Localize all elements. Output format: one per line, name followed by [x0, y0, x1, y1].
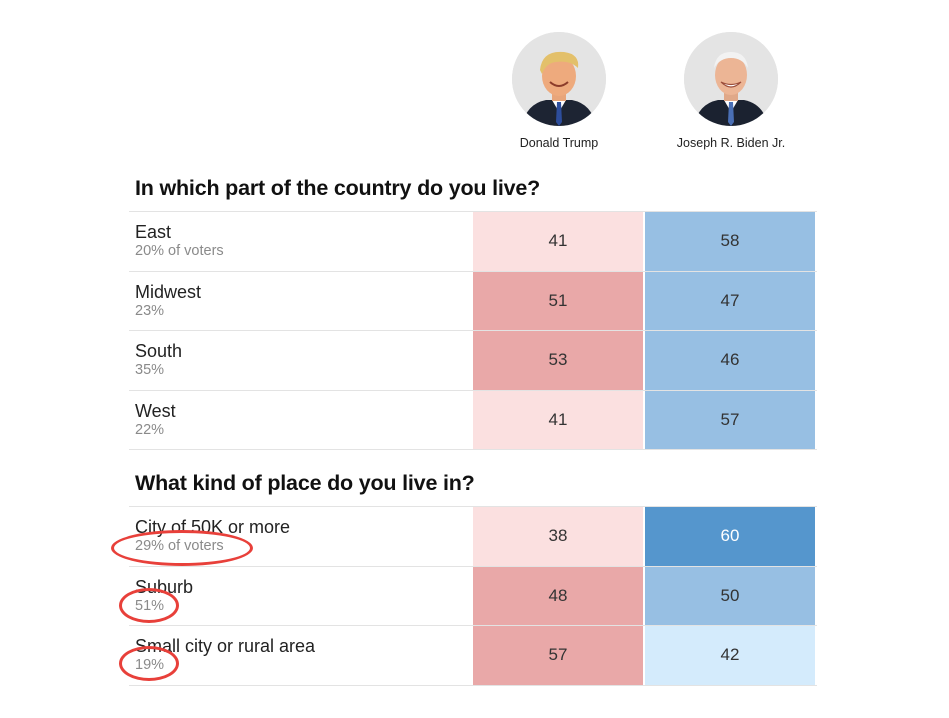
row-label: Small city or rural area 19%	[135, 636, 315, 674]
cell-biden-value: 42	[645, 626, 815, 685]
cell-trump-value: 48	[473, 566, 643, 625]
cell-trump-value: 51	[473, 271, 643, 330]
row-label-main: City of 50K or more	[135, 517, 291, 537]
candidate-header-biden: Joseph R. Biden Jr.	[645, 32, 817, 150]
row-label: South 35%	[135, 341, 182, 379]
row-label-main: South	[135, 341, 183, 361]
row-voter-share: 19%	[135, 657, 165, 673]
row-voter-share: 35%	[135, 362, 165, 378]
candidate-header-trump: Donald Trump	[473, 32, 645, 150]
table-row: West 22% 41 57	[129, 389, 817, 450]
table-row: City of 50K or more 29% of voters 38 60	[129, 506, 817, 566]
cell-trump-value: 57	[473, 626, 643, 685]
donald-trump-photo-icon	[512, 32, 606, 126]
cell-trump-value: 53	[473, 331, 643, 390]
row-label-main: Suburb	[135, 576, 194, 597]
table-row: Midwest 23% 51 47	[129, 270, 817, 330]
cell-biden-value: 57	[645, 390, 815, 449]
cell-biden-value: 46	[645, 331, 815, 390]
row-label: Midwest 23%	[135, 282, 201, 320]
candidate-name-trump: Donald Trump	[519, 136, 599, 150]
cell-biden-value: 50	[645, 566, 815, 625]
row-voter-share: 23%	[135, 302, 165, 319]
cell-biden-value: 60	[645, 507, 815, 566]
row-voter-share: 20% of voters	[135, 243, 224, 259]
row-label: East 20% of voters	[135, 222, 224, 260]
row-voter-share: 29% of voters	[135, 538, 224, 554]
results-table-region: East 20% of voters 41 58 Midwest 23% 51 47 South…	[129, 211, 817, 450]
table-row: East 20% of voters 41 58	[129, 211, 817, 271]
row-label-main: Midwest	[135, 281, 202, 302]
cell-biden-value: 47	[645, 271, 815, 330]
row-voter-share: 51%	[135, 597, 165, 614]
section-title-region: In which part of the country do you live…	[135, 176, 541, 200]
table-row: Suburb 51% 48 50	[129, 565, 817, 625]
table-row: Small city or rural area 19% 57 42	[129, 625, 817, 686]
row-voter-share: 22%	[135, 421, 165, 438]
section-title-place: What kind of place do you live in?	[135, 471, 475, 495]
cell-trump-value: 41	[473, 390, 643, 449]
candidate-name-biden: Joseph R. Biden Jr.	[676, 136, 786, 150]
results-table-place: City of 50K or more 29% of voters 38 60 Subu…	[129, 506, 817, 686]
cell-trump-value: 38	[473, 507, 643, 566]
row-label-main: Small city or rural area	[135, 636, 316, 656]
row-label: City of 50K or more 29% of voters	[135, 517, 290, 555]
table-row: South 35% 53 46	[129, 330, 817, 390]
joseph-biden-photo-icon	[684, 32, 778, 126]
row-label: Suburb 51%	[135, 577, 193, 615]
row-label: West 22%	[135, 401, 176, 439]
row-label-main: East	[135, 222, 172, 242]
cell-biden-value: 58	[645, 212, 815, 271]
cell-trump-value: 41	[473, 212, 643, 271]
row-label-main: West	[135, 400, 176, 421]
